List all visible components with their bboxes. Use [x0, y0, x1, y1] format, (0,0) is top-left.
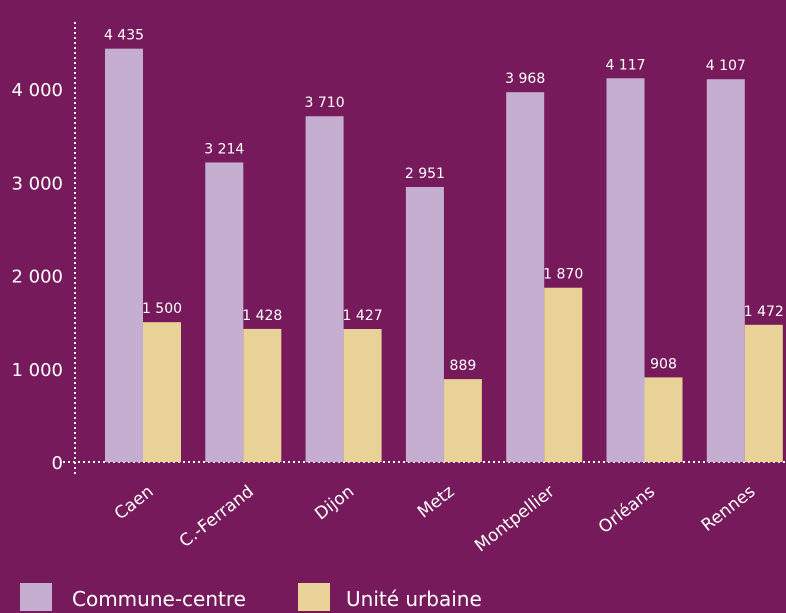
- bar-unite-urbaine: [143, 322, 181, 462]
- bar-unite-urbaine: [544, 287, 583, 462]
- x-tick-label: Montpellier: [471, 482, 558, 556]
- x-tick-label: Dijon: [311, 482, 358, 525]
- data-label: 889: [450, 358, 477, 374]
- y-tick-label: 4 000: [11, 80, 63, 101]
- bar-commune-centre: [205, 162, 244, 462]
- bar-unite-urbaine: [644, 377, 683, 462]
- y-tick-label: 3 000: [11, 173, 63, 194]
- y-tick-label: 0: [52, 453, 63, 474]
- legend-label: Unité urbaine: [346, 587, 482, 611]
- bar-unite-urbaine: [443, 379, 482, 462]
- data-label: 4 117: [605, 57, 645, 73]
- bar-unite-urbaine: [243, 328, 282, 462]
- bar-commune-centre: [105, 48, 143, 463]
- bar-commune-centre: [706, 79, 745, 462]
- data-label: 1 472: [744, 304, 784, 320]
- data-label: 1 428: [242, 308, 282, 324]
- data-label: 908: [650, 356, 677, 372]
- x-tick-label: Metz: [414, 482, 458, 523]
- data-label: 3 214: [204, 141, 244, 157]
- legend-label: Commune-centre: [72, 587, 246, 611]
- y-tick-label: 2 000: [11, 267, 63, 288]
- bar-commune-centre: [606, 78, 645, 463]
- data-label: 4 435: [104, 28, 144, 44]
- bar-commune-centre: [305, 116, 344, 462]
- x-tick-label: Caen: [111, 482, 158, 525]
- data-label: 3 968: [505, 71, 545, 87]
- y-tick-label: 1 000: [11, 360, 63, 381]
- data-label: 1 870: [543, 267, 583, 283]
- legend-swatch-commune-centre: [20, 583, 52, 611]
- bar-unite-urbaine: [343, 329, 382, 462]
- data-label: 1 427: [343, 308, 383, 324]
- bar-commune-centre: [405, 186, 444, 462]
- data-label: 2 951: [405, 166, 445, 182]
- x-tick-label: Rennes: [698, 482, 760, 536]
- data-label: 1 500: [142, 301, 182, 317]
- bar-unite-urbaine: [744, 324, 783, 462]
- bar-commune-centre: [506, 92, 545, 462]
- data-label: 3 710: [305, 95, 345, 111]
- x-tick-label: C.-Ferrand: [176, 482, 258, 552]
- legend-swatch-unite-urbaine: [298, 583, 330, 611]
- x-tick-label: Orléans: [595, 482, 659, 538]
- data-label: 4 107: [706, 58, 746, 74]
